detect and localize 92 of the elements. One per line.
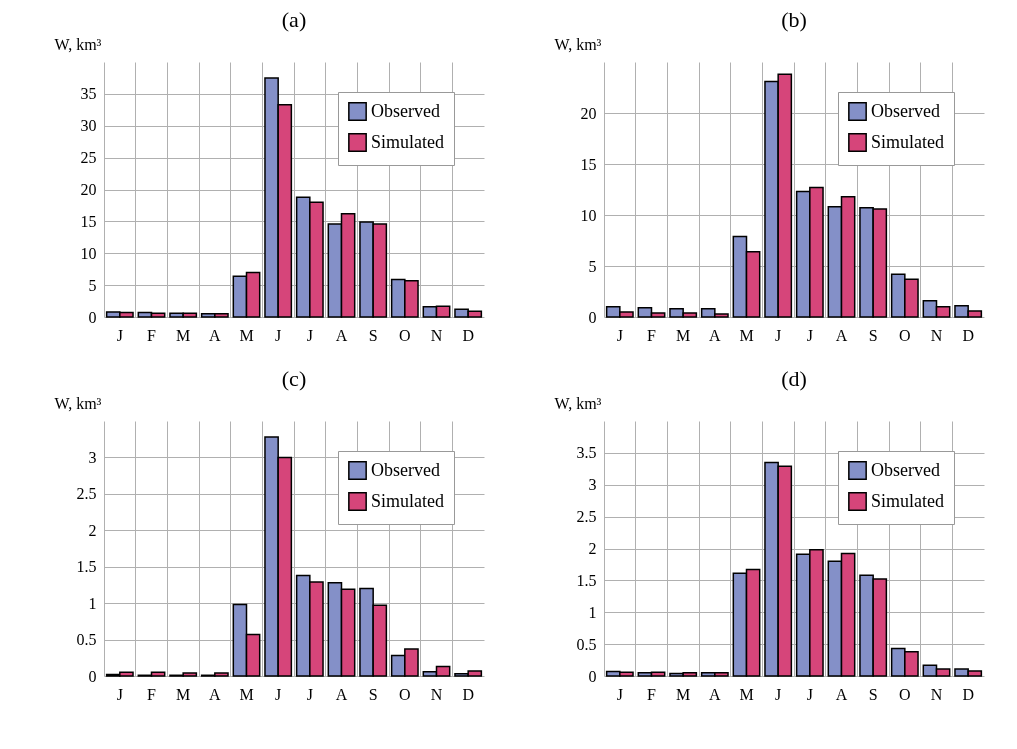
y-tick-label: 2.5 xyxy=(76,485,97,503)
y-axis-title: W, km³ xyxy=(554,394,602,412)
legend-label: Observed xyxy=(871,100,940,121)
chart-title: (d) xyxy=(781,366,807,391)
x-tick-label: M xyxy=(739,326,754,344)
x-tick-label: F xyxy=(647,685,657,703)
y-tick-label: 2.5 xyxy=(576,508,597,526)
x-tick-label: D xyxy=(962,326,974,344)
chart-title: (a) xyxy=(281,7,307,32)
x-tick-label: S xyxy=(368,685,378,703)
chart-title: (c) xyxy=(281,366,307,391)
y-tick-label: 0.5 xyxy=(576,635,597,653)
x-tick-label: J xyxy=(116,685,123,703)
legend-label: Simulated xyxy=(371,490,444,511)
x-tick-label: J xyxy=(306,326,313,344)
y-tick-label: 3 xyxy=(588,476,597,494)
x-tick-label: N xyxy=(430,685,443,703)
y-tick-label: 20 xyxy=(80,181,97,198)
y-tick-label: 0.5 xyxy=(76,631,97,649)
x-tick-label: J xyxy=(116,326,123,344)
y-tick-label: 30 xyxy=(80,117,97,135)
x-tick-label: J xyxy=(775,326,782,344)
x-tick-label: A xyxy=(709,685,722,703)
x-tick-label: M xyxy=(239,685,254,703)
y-tick-label: 1.5 xyxy=(76,558,97,576)
y-tick-label: 3.5 xyxy=(576,444,597,462)
x-tick-label: O xyxy=(399,326,411,344)
x-tick-label: J xyxy=(775,685,782,703)
y-tick-label: 10 xyxy=(80,244,97,262)
x-tick-label: J xyxy=(616,326,623,344)
y-tick-label: 1 xyxy=(588,603,597,621)
y-axis-title: W, km³ xyxy=(54,35,102,53)
x-tick-label: J xyxy=(806,685,813,703)
y-tick-label: 0 xyxy=(88,667,97,685)
y-tick-label: 10 xyxy=(580,206,597,224)
y-tick-label: 2 xyxy=(88,521,97,539)
chart-title: (b) xyxy=(781,7,807,32)
x-tick-label: D xyxy=(462,685,474,703)
y-tick-label: 25 xyxy=(80,149,97,167)
x-tick-label: O xyxy=(899,326,911,344)
y-tick-label: 35 xyxy=(80,85,97,103)
y-tick-label: 1 xyxy=(88,594,97,612)
y-tick-label: 20 xyxy=(580,104,597,122)
x-tick-label: N xyxy=(930,326,943,344)
x-tick-label: F xyxy=(147,685,157,703)
x-tick-label: N xyxy=(930,685,943,703)
y-tick-label: 0 xyxy=(88,308,97,326)
x-tick-label: A xyxy=(835,326,848,344)
x-tick-label: J xyxy=(275,685,282,703)
x-tick-label: S xyxy=(868,685,878,703)
legend-label: Observed xyxy=(371,100,440,121)
y-tick-label: 0 xyxy=(588,308,597,326)
x-tick-label: S xyxy=(368,326,378,344)
y-tick-label: 5 xyxy=(88,276,97,294)
x-tick-label: O xyxy=(899,685,911,703)
y-tick-label: 2 xyxy=(588,540,597,557)
legend-label: Observed xyxy=(371,459,440,480)
x-tick-label: D xyxy=(462,326,474,344)
legend-label: Simulated xyxy=(871,490,944,511)
x-tick-label: J xyxy=(616,685,623,703)
x-tick-label: F xyxy=(147,326,157,344)
x-tick-label: M xyxy=(239,326,254,344)
x-tick-label: M xyxy=(676,685,691,703)
y-tick-label: 5 xyxy=(588,257,597,275)
x-tick-label: S xyxy=(868,326,878,344)
x-tick-label: A xyxy=(709,326,722,344)
x-tick-label: M xyxy=(676,326,691,344)
y-tick-label: 3 xyxy=(88,448,97,466)
x-tick-label: J xyxy=(275,326,282,344)
x-tick-label: M xyxy=(176,685,191,703)
x-tick-label: O xyxy=(399,685,411,703)
x-tick-label: D xyxy=(962,685,974,703)
y-tick-label: 15 xyxy=(80,212,97,230)
x-tick-label: F xyxy=(647,326,657,344)
x-tick-label: M xyxy=(176,326,191,344)
x-tick-label: J xyxy=(306,685,313,703)
y-tick-label: 15 xyxy=(580,155,597,173)
y-axis-title: W, km³ xyxy=(54,394,102,412)
legend-label: Observed xyxy=(871,459,940,480)
x-tick-label: J xyxy=(806,326,813,344)
legend-label: Simulated xyxy=(371,131,444,152)
y-axis-title: W, km³ xyxy=(554,35,602,53)
x-tick-label: N xyxy=(430,326,443,344)
x-tick-label: A xyxy=(835,685,848,703)
x-tick-label: A xyxy=(209,326,222,344)
legend-label: Simulated xyxy=(871,131,944,152)
x-tick-label: A xyxy=(335,685,348,703)
x-tick-label: A xyxy=(335,326,348,344)
x-tick-label: M xyxy=(739,685,754,703)
x-tick-label: A xyxy=(209,685,222,703)
y-tick-label: 0 xyxy=(588,667,597,685)
y-tick-label: 1.5 xyxy=(576,571,597,589)
